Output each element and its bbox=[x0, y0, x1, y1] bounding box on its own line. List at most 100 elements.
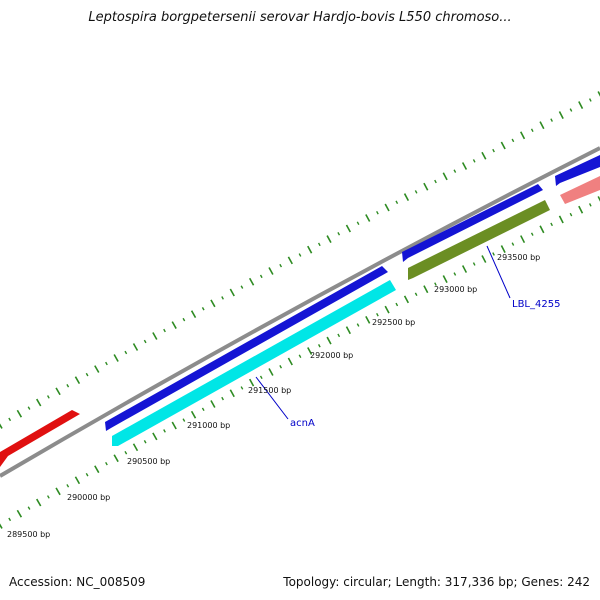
inner-tick bbox=[376, 312, 379, 317]
outer-tick bbox=[384, 203, 390, 212]
axis-label-293500: 293500 bp bbox=[497, 253, 540, 262]
outer-tick-track bbox=[0, 91, 600, 429]
inner-tick bbox=[345, 326, 351, 335]
outer-tick bbox=[105, 361, 108, 366]
inner-tick bbox=[461, 265, 468, 273]
outer-tick bbox=[530, 128, 534, 132]
outer-tick bbox=[403, 193, 410, 201]
inner-tick bbox=[94, 465, 100, 474]
inner-tick bbox=[569, 212, 573, 217]
outer-tick bbox=[221, 296, 224, 300]
inner-tick-track bbox=[0, 196, 600, 529]
outer-tick bbox=[569, 108, 573, 112]
outer-tick bbox=[337, 232, 341, 236]
outer-tick bbox=[229, 288, 235, 297]
inner-tick bbox=[16, 509, 23, 518]
outer-tick bbox=[539, 121, 545, 130]
axis-label-291500: 291500 bp bbox=[248, 386, 291, 395]
gene-feature-pink[interactable] bbox=[560, 176, 600, 204]
outer-tick bbox=[16, 409, 23, 418]
outer-tick bbox=[442, 172, 448, 181]
inner-tick bbox=[423, 285, 429, 294]
inner-tick bbox=[36, 498, 42, 507]
chromosome-backbone bbox=[0, 146, 600, 478]
accession-text: Accession: NC_008509 bbox=[9, 575, 146, 589]
inner-tick bbox=[248, 378, 255, 387]
gene-label-acnA[interactable]: acnA bbox=[290, 418, 315, 429]
inner-tick bbox=[403, 295, 410, 304]
inner-tick bbox=[442, 275, 448, 284]
gene-feature-forward-3[interactable] bbox=[555, 155, 600, 186]
inner-tick bbox=[171, 421, 177, 430]
outer-tick bbox=[520, 131, 526, 140]
inner-tick bbox=[578, 205, 584, 214]
outer-tick bbox=[395, 200, 399, 205]
outer-tick bbox=[66, 384, 70, 388]
outer-tick bbox=[143, 339, 147, 344]
outer-tick bbox=[345, 224, 352, 233]
outer-tick bbox=[210, 299, 216, 308]
outer-tick bbox=[279, 263, 283, 268]
inner-tick bbox=[229, 389, 235, 398]
inner-tick bbox=[240, 386, 244, 390]
inner-tick bbox=[279, 365, 283, 369]
inner-tick bbox=[74, 476, 81, 485]
outer-tick bbox=[163, 328, 166, 333]
inner-tick bbox=[365, 315, 371, 324]
inner-tick bbox=[511, 242, 515, 246]
outer-tick bbox=[511, 138, 515, 143]
outer-tick bbox=[597, 91, 600, 97]
inner-tick bbox=[326, 336, 332, 345]
axis-label-292500: 292500 bp bbox=[372, 318, 415, 327]
outer-tick bbox=[317, 242, 321, 247]
gene-feature-LBL_4255[interactable] bbox=[408, 200, 550, 280]
gene-feature-forward-2[interactable] bbox=[402, 184, 543, 262]
outer-tick bbox=[248, 277, 255, 286]
inner-tick bbox=[597, 196, 600, 202]
outer-tick bbox=[190, 310, 197, 319]
gene-feature-red[interactable] bbox=[0, 410, 80, 467]
outer-tick bbox=[434, 179, 437, 184]
inner-tick bbox=[588, 203, 592, 207]
outer-tick bbox=[481, 151, 487, 160]
inner-tick bbox=[8, 517, 12, 522]
inner-tick bbox=[453, 272, 457, 276]
axis-label-290000: 290000 bp bbox=[67, 493, 110, 502]
outer-tick bbox=[376, 211, 379, 215]
outer-tick bbox=[326, 235, 332, 243]
inner-tick bbox=[472, 262, 476, 266]
outer-tick bbox=[94, 365, 100, 373]
inner-tick bbox=[143, 440, 147, 444]
gene-feature-forward-1[interactable] bbox=[105, 266, 388, 431]
inner-tick bbox=[0, 523, 3, 529]
inner-tick bbox=[337, 333, 341, 338]
gene-feature-acnA[interactable] bbox=[112, 280, 396, 446]
inner-tick bbox=[46, 495, 50, 499]
gene-label-LBL_4255[interactable]: LBL_4255 bbox=[512, 299, 560, 310]
outer-tick bbox=[55, 387, 61, 396]
outer-tick bbox=[500, 141, 506, 150]
acnA-leader-line bbox=[255, 376, 289, 420]
outer-tick bbox=[298, 253, 302, 257]
inner-tick bbox=[530, 232, 534, 236]
inner-tick bbox=[210, 400, 216, 408]
outer-tick bbox=[461, 162, 468, 170]
axis-label-292000: 292000 bp bbox=[310, 351, 353, 360]
outer-tick bbox=[85, 372, 89, 377]
outer-tick bbox=[240, 285, 244, 289]
outer-tick bbox=[356, 221, 360, 225]
inner-tick bbox=[182, 418, 186, 422]
outer-tick bbox=[588, 98, 592, 102]
inner-tick bbox=[113, 454, 119, 463]
topology-summary: Topology: circular; Length: 317,336 bp; … bbox=[283, 575, 590, 589]
outer-tick bbox=[36, 398, 42, 407]
inner-tick bbox=[163, 429, 166, 433]
outer-tick bbox=[8, 417, 12, 422]
axis-label-293000: 293000 bp bbox=[434, 285, 477, 294]
outer-tick bbox=[0, 423, 3, 429]
inner-tick bbox=[85, 472, 89, 477]
axis-label-291000: 291000 bp bbox=[187, 421, 230, 430]
outer-tick bbox=[201, 307, 205, 311]
inner-tick bbox=[55, 487, 61, 496]
